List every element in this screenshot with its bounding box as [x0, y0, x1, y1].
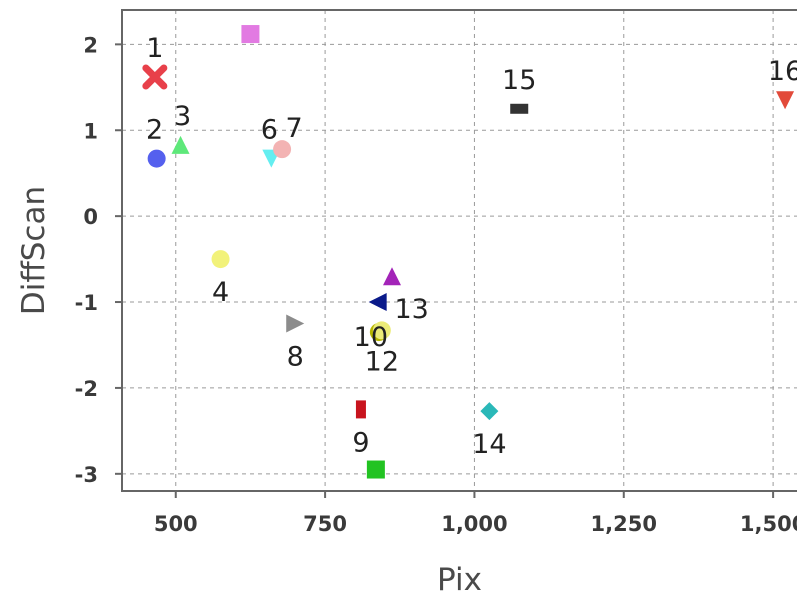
data-point: [383, 267, 401, 286]
point-label-14: 14: [472, 429, 506, 460]
data-point-7: [273, 140, 292, 159]
y-axis-label: DiffScan: [16, 186, 52, 315]
data-point-4: [211, 250, 230, 269]
data-point-3: [171, 135, 190, 154]
point-label-13: 13: [394, 294, 428, 325]
x-axis-ticks: 500 750 1,000 1,250 1,500: [154, 491, 797, 536]
data-point-2: [147, 149, 166, 168]
point-label-15: 15: [502, 65, 536, 96]
data-point-5: [241, 25, 260, 44]
data-points: [142, 25, 795, 479]
point-label-7: 7: [285, 113, 302, 144]
point-label-2: 2: [146, 115, 163, 146]
x-tick-label: 1,500: [740, 512, 797, 536]
x-axis-label: Pix: [437, 562, 482, 598]
data-point-9: [355, 400, 366, 419]
y-tick-label: -2: [75, 377, 98, 401]
data-point-15: [510, 103, 529, 114]
data-point-12: [372, 321, 391, 340]
x-tick-label: 750: [303, 512, 347, 536]
y-tick-label: -1: [75, 291, 98, 315]
y-tick-label: 0: [83, 205, 98, 229]
x-tick-label: 1,000: [441, 512, 507, 536]
point-label-8: 8: [287, 342, 304, 373]
x-tick-label: 1,250: [591, 512, 657, 536]
point-label-1: 1: [146, 33, 163, 64]
data-point-16: [776, 91, 795, 110]
x-tick-label: 500: [154, 512, 198, 536]
data-point-11: [366, 460, 385, 479]
y-tick-label: 1: [83, 119, 98, 143]
point-label-6: 6: [261, 115, 278, 146]
point-label-10: 10: [354, 322, 388, 353]
data-point-13: [368, 293, 387, 312]
y-axis-ticks: -3 -2 -1 0 1 2: [75, 33, 122, 487]
point-label-4: 4: [212, 277, 229, 308]
point-label-16: 16: [768, 56, 797, 87]
y-tick-label: 2: [83, 33, 98, 57]
grid: [122, 10, 797, 491]
point-label-3: 3: [174, 101, 191, 132]
data-point-14: [480, 402, 499, 421]
data-point-1: [142, 64, 168, 90]
plot-area-frame: [121, 9, 797, 492]
point-label-12: 12: [365, 346, 399, 377]
point-label-9: 9: [352, 427, 369, 458]
y-tick-label: -3: [75, 463, 98, 487]
data-point-8: [286, 314, 305, 333]
